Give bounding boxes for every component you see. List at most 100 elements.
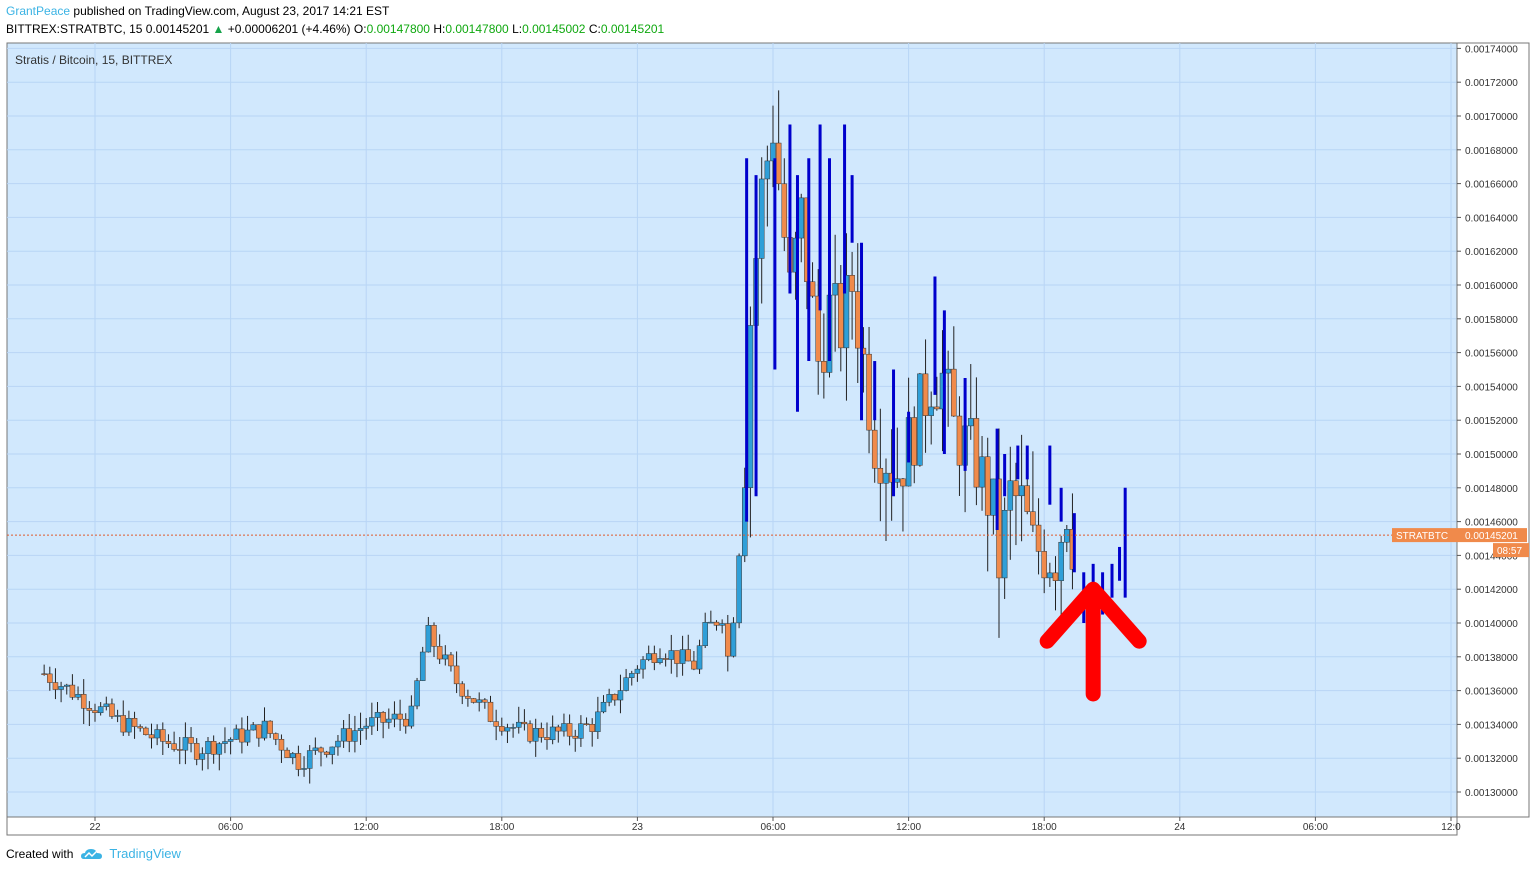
candle-up	[1001, 510, 1008, 579]
candle-up	[843, 275, 850, 349]
candle-up	[736, 555, 742, 624]
candle-up	[222, 741, 228, 744]
low-value: 0.00145002	[522, 22, 586, 36]
x-axis-panel[interactable]	[6, 816, 1458, 836]
candle-up	[657, 658, 663, 663]
candle-down	[973, 418, 980, 488]
x-tick-label: 23	[632, 822, 644, 833]
candle-down	[651, 653, 658, 663]
candle-up	[1064, 529, 1070, 543]
candle-down	[922, 373, 929, 416]
candle-up	[290, 753, 296, 758]
candle-up	[250, 724, 256, 731]
candle-down	[346, 728, 352, 742]
candle-down	[809, 281, 816, 297]
candle-down	[877, 467, 884, 484]
candle-down	[436, 646, 443, 660]
candle-down	[193, 743, 200, 760]
candle-down	[815, 295, 821, 362]
candle-up	[510, 727, 516, 729]
candle-up	[374, 712, 381, 718]
candle-up	[758, 178, 765, 259]
publish-header: GrantPeace published on TradingView.com,…	[6, 4, 389, 18]
candle-up	[696, 645, 703, 670]
y-tick-label: 0.00162000	[1465, 247, 1518, 258]
candle-down	[148, 734, 155, 739]
candle-down	[47, 673, 53, 683]
author-link[interactable]: GrantPeace	[6, 4, 71, 18]
last-price-label: STRATBTC 0.00145201 08:57	[1392, 528, 1529, 558]
y-tick-label: 0.00144000	[1465, 551, 1518, 562]
candle-up	[227, 739, 234, 742]
candle-down	[1013, 480, 1019, 497]
candle-up	[97, 706, 104, 714]
candle-up	[182, 737, 189, 751]
candle-up	[205, 741, 211, 754]
last-price-text: 0.00145201	[1465, 531, 1518, 542]
candle-up	[1007, 480, 1014, 511]
candle-up	[578, 723, 584, 739]
candle-down	[855, 291, 861, 349]
candle-up	[126, 718, 132, 733]
x-tick-label: 06:00	[760, 822, 785, 833]
y-tick-label: 0.00170000	[1465, 112, 1518, 123]
candle-down	[210, 741, 217, 755]
tradingview-cloud-icon	[81, 848, 103, 859]
candle-up	[928, 406, 934, 416]
candle-down	[527, 723, 533, 742]
candle-down	[273, 733, 279, 740]
candle-down	[583, 723, 590, 725]
candle-down	[900, 478, 906, 487]
candle-up	[335, 740, 341, 748]
candle-down	[323, 751, 330, 755]
x-tick-label: 06:00	[1303, 822, 1328, 833]
candle-up	[75, 694, 81, 698]
candle-down	[685, 649, 691, 662]
candle-up	[352, 730, 358, 742]
candle-down	[499, 726, 505, 732]
candle-up	[990, 478, 997, 516]
candle-down	[1041, 551, 1047, 579]
candle-up	[668, 650, 675, 660]
tradingview-link[interactable]: TradingView	[81, 846, 181, 861]
y-tick-label: 0.00138000	[1465, 653, 1518, 664]
countdown-tag	[1493, 543, 1529, 558]
candle-down	[41, 673, 47, 675]
candle-up	[312, 747, 319, 751]
candle-down	[131, 718, 138, 727]
candle-down	[86, 708, 93, 711]
candle-down	[866, 353, 872, 431]
y-tick-label: 0.00164000	[1465, 213, 1518, 224]
tradingview-brand: TradingView	[109, 846, 181, 861]
candle-up	[233, 728, 239, 740]
candle-up	[369, 717, 375, 727]
candle-up	[64, 684, 70, 687]
candle-down	[538, 728, 545, 738]
candle-down	[278, 739, 285, 751]
candles	[41, 90, 1076, 784]
candle-down	[691, 660, 697, 670]
y-axis-ticks: 0.00130000 0.00132000 0.00134000 0.00136000…	[1457, 44, 1518, 799]
x-tick-label: 12:00	[354, 822, 379, 833]
candle-down	[521, 721, 528, 725]
candle-up	[244, 729, 251, 743]
candle-up	[261, 720, 268, 739]
candle-down	[1030, 511, 1036, 526]
plot-area[interactable]	[6, 42, 1458, 818]
candle-down	[725, 623, 731, 657]
candle-down	[984, 456, 991, 516]
candle-down	[256, 724, 262, 739]
candle-up	[629, 673, 635, 678]
candle-down	[120, 715, 126, 733]
candle-down	[555, 726, 562, 732]
candle-up	[58, 686, 64, 690]
candle-down	[482, 699, 488, 703]
open-label: O:	[353, 22, 367, 36]
low-label: L:	[512, 22, 523, 36]
y-axis-panel[interactable]	[1456, 42, 1530, 818]
candle-up	[504, 727, 511, 732]
x-tick-label: 12:0	[1441, 822, 1461, 833]
y-tick-label: 0.00140000	[1465, 619, 1518, 630]
candle-down	[589, 724, 595, 732]
